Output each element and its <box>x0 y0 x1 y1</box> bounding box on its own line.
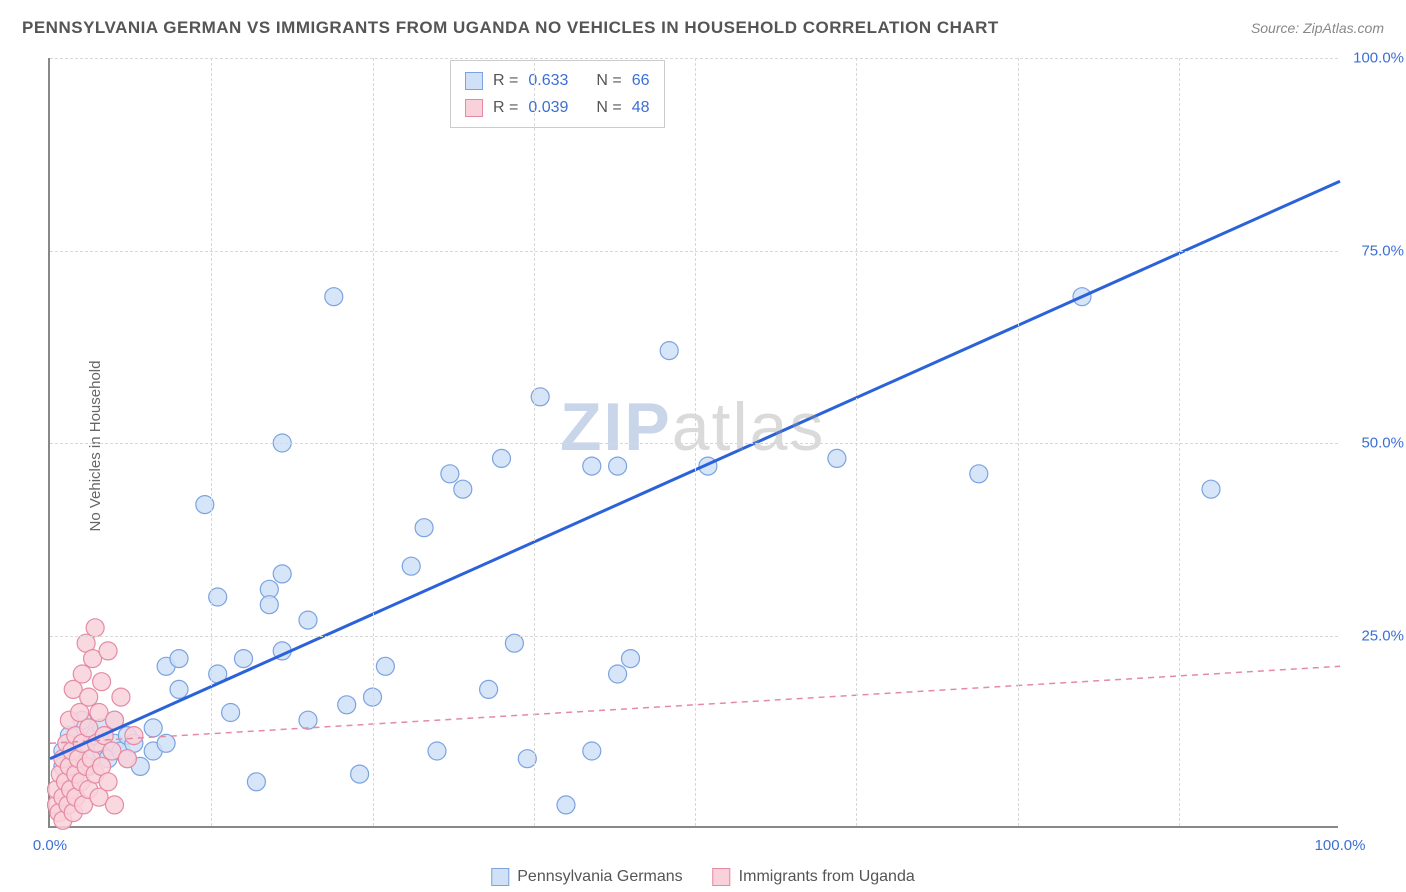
scatter-point <box>106 796 124 814</box>
gridline-v <box>1018 58 1019 826</box>
scatter-point <box>273 565 291 583</box>
scatter-point <box>93 673 111 691</box>
scatter-point <box>402 557 420 575</box>
stats-row-series-1: R = 0.039 N = 48 <box>465 94 650 121</box>
y-tick-label: 50.0% <box>1361 435 1404 452</box>
scatter-point <box>247 773 265 791</box>
y-tick-label: 25.0% <box>1361 627 1404 644</box>
swatch-series-1 <box>465 99 483 117</box>
legend-item-1: Immigrants from Uganda <box>713 868 915 886</box>
gridline-v <box>856 58 857 826</box>
scatter-point <box>622 650 640 668</box>
y-tick-label: 75.0% <box>1361 242 1404 259</box>
legend-label-1: Immigrants from Uganda <box>739 868 915 886</box>
gridline-h <box>50 636 1338 637</box>
scatter-point <box>609 665 627 683</box>
stats-legend-box: R = 0.633 N = 66 R = 0.039 N = 48 <box>450 60 665 128</box>
scatter-point <box>170 650 188 668</box>
scatter-point <box>222 704 240 722</box>
gridline-h <box>50 58 1338 59</box>
source-label: Source: <box>1251 20 1303 36</box>
scatter-point <box>970 465 988 483</box>
scatter-point <box>73 665 91 683</box>
gridline-v <box>534 58 535 826</box>
gridline-v <box>695 58 696 826</box>
scatter-point <box>1202 480 1220 498</box>
scatter-point <box>338 696 356 714</box>
scatter-point <box>112 688 130 706</box>
scatter-point <box>828 449 846 467</box>
scatter-point <box>80 688 98 706</box>
scatter-point <box>454 480 472 498</box>
scatter-point <box>157 734 175 752</box>
scatter-point <box>493 449 511 467</box>
gridline-h <box>50 443 1338 444</box>
scatter-point <box>299 711 317 729</box>
gridline-v <box>373 58 374 826</box>
scatter-point <box>118 750 136 768</box>
gridline-h <box>50 251 1338 252</box>
n-value-0: 66 <box>632 67 650 94</box>
scatter-point <box>609 457 627 475</box>
bottom-legend: Pennsylvania Germans Immigrants from Uga… <box>491 868 914 886</box>
scatter-point <box>415 519 433 537</box>
scatter-point <box>235 650 253 668</box>
scatter-point <box>660 342 678 360</box>
legend-item-0: Pennsylvania Germans <box>491 868 682 886</box>
n-label: N = <box>596 94 621 121</box>
scatter-point <box>480 680 498 698</box>
scatter-point <box>299 611 317 629</box>
scatter-point <box>583 742 601 760</box>
x-tick-label: 100.0% <box>1315 837 1366 854</box>
title-bar: PENNSYLVANIA GERMAN VS IMMIGRANTS FROM U… <box>22 18 1384 38</box>
legend-label-0: Pennsylvania Germans <box>517 868 682 886</box>
scatter-point <box>260 596 278 614</box>
plot-area: ZIPatlas R = 0.633 N = 66 R = 0.039 N = … <box>48 58 1338 828</box>
scatter-point <box>325 288 343 306</box>
gridline-v <box>211 58 212 826</box>
stats-row-series-0: R = 0.633 N = 66 <box>465 67 650 94</box>
scatter-point <box>351 765 369 783</box>
gridline-v <box>1179 58 1180 826</box>
scatter-point <box>144 719 162 737</box>
swatch-series-1 <box>713 868 731 886</box>
scatter-point <box>376 657 394 675</box>
scatter-point <box>557 796 575 814</box>
source-value: ZipAtlas.com <box>1303 20 1384 36</box>
swatch-series-0 <box>465 72 483 90</box>
r-label: R = <box>493 67 518 94</box>
scatter-point <box>99 642 117 660</box>
y-tick-label: 100.0% <box>1353 50 1404 67</box>
chart-title: PENNSYLVANIA GERMAN VS IMMIGRANTS FROM U… <box>22 18 999 38</box>
scatter-point <box>99 773 117 791</box>
scatter-point <box>441 465 459 483</box>
scatter-point <box>125 727 143 745</box>
swatch-series-0 <box>491 868 509 886</box>
scatter-point <box>583 457 601 475</box>
n-label: N = <box>596 67 621 94</box>
n-value-1: 48 <box>632 94 650 121</box>
r-label: R = <box>493 94 518 121</box>
scatter-point <box>170 680 188 698</box>
scatter-point <box>428 742 446 760</box>
x-tick-label: 0.0% <box>33 837 67 854</box>
source-credit: Source: ZipAtlas.com <box>1251 20 1384 36</box>
scatter-point <box>86 619 104 637</box>
scatter-point <box>505 634 523 652</box>
